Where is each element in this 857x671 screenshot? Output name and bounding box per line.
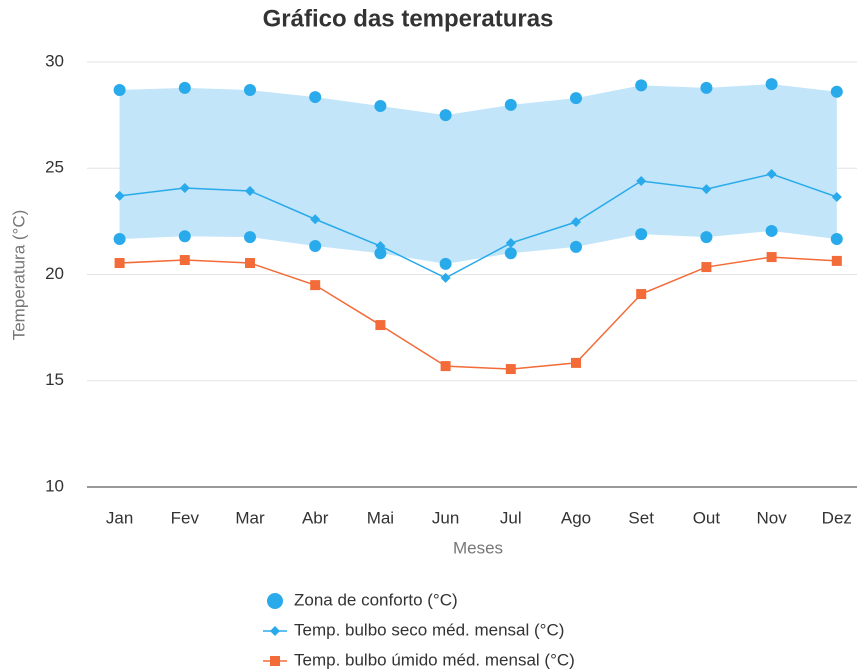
point: [505, 364, 516, 375]
legend-marker: [270, 626, 280, 636]
y-tick-label: 20: [45, 264, 64, 283]
point: [505, 238, 516, 249]
point: [701, 262, 712, 273]
legend-marker: [267, 593, 283, 609]
comfort-dot: [570, 92, 582, 105]
x-tick-label: Jan: [106, 508, 133, 527]
x-tick-label: Dez: [822, 508, 852, 527]
comfort-dot: [178, 81, 191, 94]
comfort-dot: [439, 109, 452, 122]
point: [766, 252, 777, 263]
comfort-dot: [635, 228, 648, 241]
comfort-dot: [178, 230, 191, 243]
comfort-dot: [504, 247, 517, 260]
point: [310, 280, 321, 291]
point: [375, 320, 386, 331]
comfort-dot: [765, 224, 778, 237]
y-tick-label: 15: [45, 370, 64, 389]
comfort-area: [119, 84, 837, 264]
point: [310, 214, 321, 225]
point: [571, 357, 581, 368]
point: [701, 184, 712, 195]
x-tick-label: Ago: [561, 508, 591, 527]
point: [245, 258, 255, 269]
point: [571, 217, 581, 228]
legend-label: Temp. bulbo úmido méd. mensal (°C): [294, 650, 575, 669]
x-tick-label: Out: [693, 508, 721, 527]
comfort-dot: [570, 240, 582, 253]
point: [636, 176, 647, 186]
comfort-dot: [374, 247, 387, 260]
point: [179, 255, 190, 266]
comfort-dot: [830, 233, 843, 246]
x-tick-label: Abr: [302, 508, 329, 527]
comfort-dot: [635, 79, 648, 92]
comfort-dot: [309, 91, 322, 104]
point: [831, 191, 842, 202]
point: [245, 185, 255, 196]
comfort-dot: [374, 99, 387, 112]
comfort-dot: [113, 84, 126, 97]
legend-label: Zona de conforto (°C): [294, 590, 458, 609]
point: [766, 168, 777, 179]
y-tick-label: 25: [45, 158, 64, 177]
x-tick-label: Fev: [171, 508, 200, 527]
point: [375, 241, 386, 252]
x-tick-label: Jul: [500, 508, 522, 527]
y-tick-label: 30: [45, 51, 64, 70]
x-tick-label: Jun: [432, 508, 459, 527]
x-tick-label: Set: [628, 508, 654, 527]
point: [440, 361, 451, 372]
comfort-dot: [700, 81, 713, 94]
comfort-dot: [830, 85, 843, 98]
x-tick-label: Mar: [235, 508, 265, 527]
point: [831, 255, 842, 266]
comfort-dot: [113, 233, 126, 246]
y-axis-label: Temperatura (°C): [9, 210, 28, 341]
point: [114, 258, 125, 269]
comfort-dot: [244, 231, 256, 244]
x-axis-label: Meses: [453, 538, 503, 557]
series-line: [119, 173, 838, 279]
chart-title: Gráfico das temperaturas: [263, 5, 554, 32]
comfort-dot: [700, 231, 713, 244]
comfort-dot: [439, 257, 452, 270]
comfort-dot: [765, 78, 778, 91]
x-tick-label: Mai: [367, 508, 394, 527]
comfort-dot: [309, 240, 322, 253]
point: [114, 190, 125, 201]
comfort-dot: [504, 98, 517, 111]
y-tick-label: 10: [45, 476, 64, 495]
x-tick-label: Nov: [756, 508, 787, 527]
point: [179, 183, 190, 194]
point: [636, 289, 647, 300]
series-line: [119, 256, 837, 370]
point: [440, 272, 451, 283]
comfort-dot: [244, 84, 256, 97]
legend-marker: [270, 656, 280, 666]
legend-label: Temp. bulbo seco méd. mensal (°C): [294, 620, 564, 639]
